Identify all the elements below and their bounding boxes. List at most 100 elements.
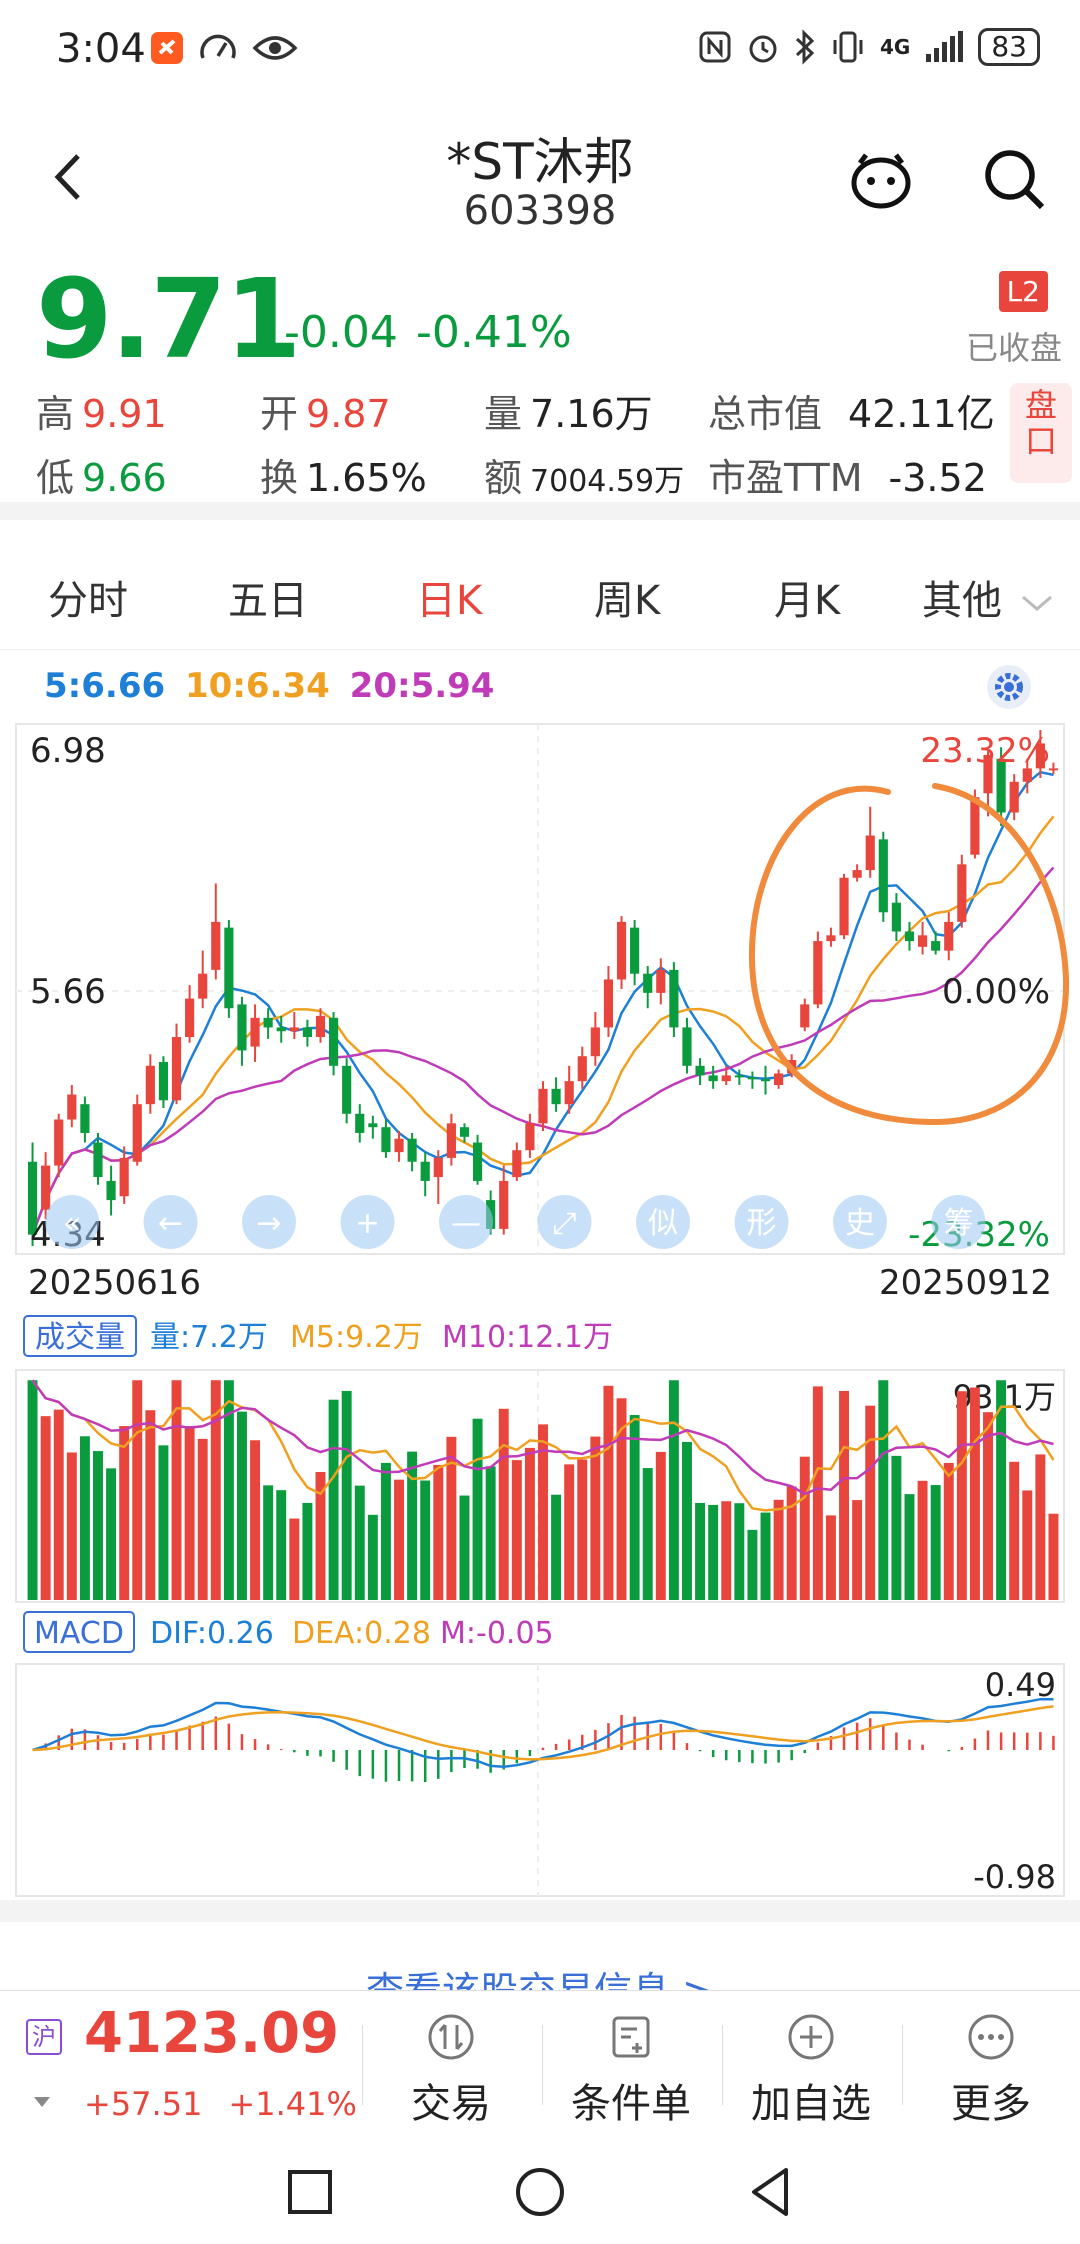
pankou-label: 盘口 (1024, 386, 1057, 460)
volume-bar (590, 1436, 601, 1600)
more-button[interactable]: 更多 (926, 2013, 1056, 2129)
volume-bar (223, 1380, 234, 1600)
volume-bar (511, 1460, 522, 1600)
volume-bar (983, 1412, 993, 1600)
candle-body (237, 1004, 247, 1051)
candle-body (616, 921, 627, 980)
candle-body (682, 1027, 692, 1066)
volume-bar (943, 1462, 954, 1600)
candle-body (826, 935, 836, 942)
volume-panel-frame (15, 1369, 1065, 1603)
ma5-value: 5:6.66 (44, 666, 166, 706)
add-watchlist-button[interactable]: 加自选 (746, 2013, 876, 2129)
chart-tool-fullscreen-icon[interactable]: ⤢ (537, 1195, 592, 1249)
volume-bar (878, 1380, 889, 1600)
candle-body (132, 1104, 142, 1162)
volume-bar (603, 1385, 614, 1600)
battery-indicator: 83 (978, 28, 1040, 66)
quote-low: 低 9.66 (36, 456, 167, 500)
chart-tool-zoom-out-icon[interactable]: — (439, 1195, 493, 1249)
chart-tool-zoom-in-icon[interactable]: + (340, 1195, 395, 1249)
search-icon[interactable] (980, 145, 1050, 215)
candle-panel-frame (15, 723, 1065, 1255)
stock-header: *ST沐邦 603398 (0, 100, 1080, 250)
volume-bar (197, 1438, 208, 1600)
quote-panel: 9.71 -0.04 -0.41% L2 已收盘 高 9.91 低 9.66 开 9.… (0, 255, 1080, 500)
chart-settings-gear-icon[interactable] (984, 662, 1034, 712)
chart-tool-形[interactable]: 形 (734, 1195, 789, 1249)
chart-toolbar: « ← → + — ⤢ 似 形 史 筹 (45, 1195, 986, 1249)
volume-m10: M10:12.1万 (442, 1320, 613, 1355)
pct-tick-mid: 0.00% (942, 972, 1050, 1012)
condition-order-button[interactable]: 条件单 (566, 2013, 696, 2129)
chart-tool-史[interactable]: 史 (833, 1195, 887, 1249)
quote-turnover: 换 1.65% (260, 456, 427, 500)
volume-bar (564, 1464, 575, 1600)
candle-body (420, 1161, 430, 1181)
macd-legend: MACD DIF:0.26 DEA:0.28 M:-0.05 (23, 1611, 554, 1653)
ma10-value: 10:6.34 (185, 666, 330, 706)
candle-body (996, 758, 1006, 813)
tab-monthly-k[interactable]: 月K (774, 578, 841, 624)
view-trade-info-link[interactable]: 查看该股交易信息 > (0, 1960, 1080, 1990)
back-nav-button[interactable] (740, 2162, 800, 2222)
section-separator (0, 502, 1080, 520)
candle-body (734, 1075, 744, 1078)
volume-bar (721, 1501, 732, 1600)
l2-badge[interactable]: L2 (998, 271, 1048, 312)
chart-tool-似[interactable]: 似 (636, 1195, 690, 1249)
condition-order-label: 条件单 (571, 2081, 691, 2127)
volume-bar (629, 1415, 640, 1600)
candle-body (944, 921, 954, 951)
tool-label: ← (158, 1206, 183, 1241)
chart-tool-double-left-icon[interactable]: « (45, 1195, 99, 1249)
tab-five-day[interactable]: 五日 (228, 578, 308, 624)
candle-body (721, 1075, 731, 1082)
tab-weekly-k[interactable]: 周K (594, 578, 661, 624)
candle-body (865, 835, 875, 871)
volume-bar (498, 1408, 509, 1600)
candle-body (459, 1127, 470, 1137)
volume-bar (956, 1391, 967, 1600)
candle-body (813, 941, 823, 1005)
chart-tool-right-arrow-icon[interactable]: → (242, 1195, 296, 1249)
candle-body (158, 1061, 169, 1101)
tool-circle (143, 1195, 198, 1249)
candle-body (185, 998, 195, 1038)
candle-body (970, 797, 980, 855)
volume-bar (865, 1405, 876, 1600)
trade-button[interactable]: 交易 (386, 2013, 516, 2129)
recent-apps-button[interactable] (280, 2162, 340, 2222)
chart-tool-left-arrow-icon[interactable]: ← (143, 1195, 198, 1249)
divider (362, 2025, 363, 2105)
index-value[interactable]: 4123.09 (84, 2001, 340, 2066)
volume-m5-line (31, 1379, 1055, 1512)
home-button[interactable] (510, 2162, 570, 2222)
tab-daily-k[interactable]: 日K (416, 578, 483, 624)
tab-intraday[interactable]: 分时 (48, 578, 128, 624)
y-tick-top: 6.98 (30, 731, 106, 771)
index-change-pct: +1.41% (228, 2085, 357, 2123)
trade-icon (428, 2014, 474, 2060)
macd-dea-line (32, 1705, 1054, 1761)
back-button[interactable] (40, 142, 100, 212)
community-icon[interactable] (846, 145, 916, 215)
app-notification-icon (151, 32, 183, 64)
volume-bar (668, 1380, 679, 1600)
expand-arrow-icon[interactable] (34, 2097, 50, 2107)
volume-bar (734, 1503, 745, 1600)
volume-bar (812, 1386, 823, 1600)
tool-circle (636, 1195, 690, 1249)
volume-bar (171, 1380, 182, 1600)
pankou-button[interactable]: 盘口 (1010, 383, 1072, 483)
chart-tool-筹[interactable]: 筹 (931, 1195, 986, 1249)
tab-other[interactable]: 其他 (922, 568, 1055, 626)
ma10-line (31, 815, 1055, 1236)
volume-bar (289, 1518, 300, 1600)
candle-body (1009, 781, 1019, 813)
kline-chart-area[interactable]: 6.98 5.66 4.34 23.32% 0.00% -23.32% «←→+… (0, 720, 1080, 1900)
candle-body (289, 1027, 299, 1032)
volume-bar (655, 1451, 666, 1600)
candle-body (145, 1065, 155, 1105)
tool-label: → (256, 1206, 281, 1241)
